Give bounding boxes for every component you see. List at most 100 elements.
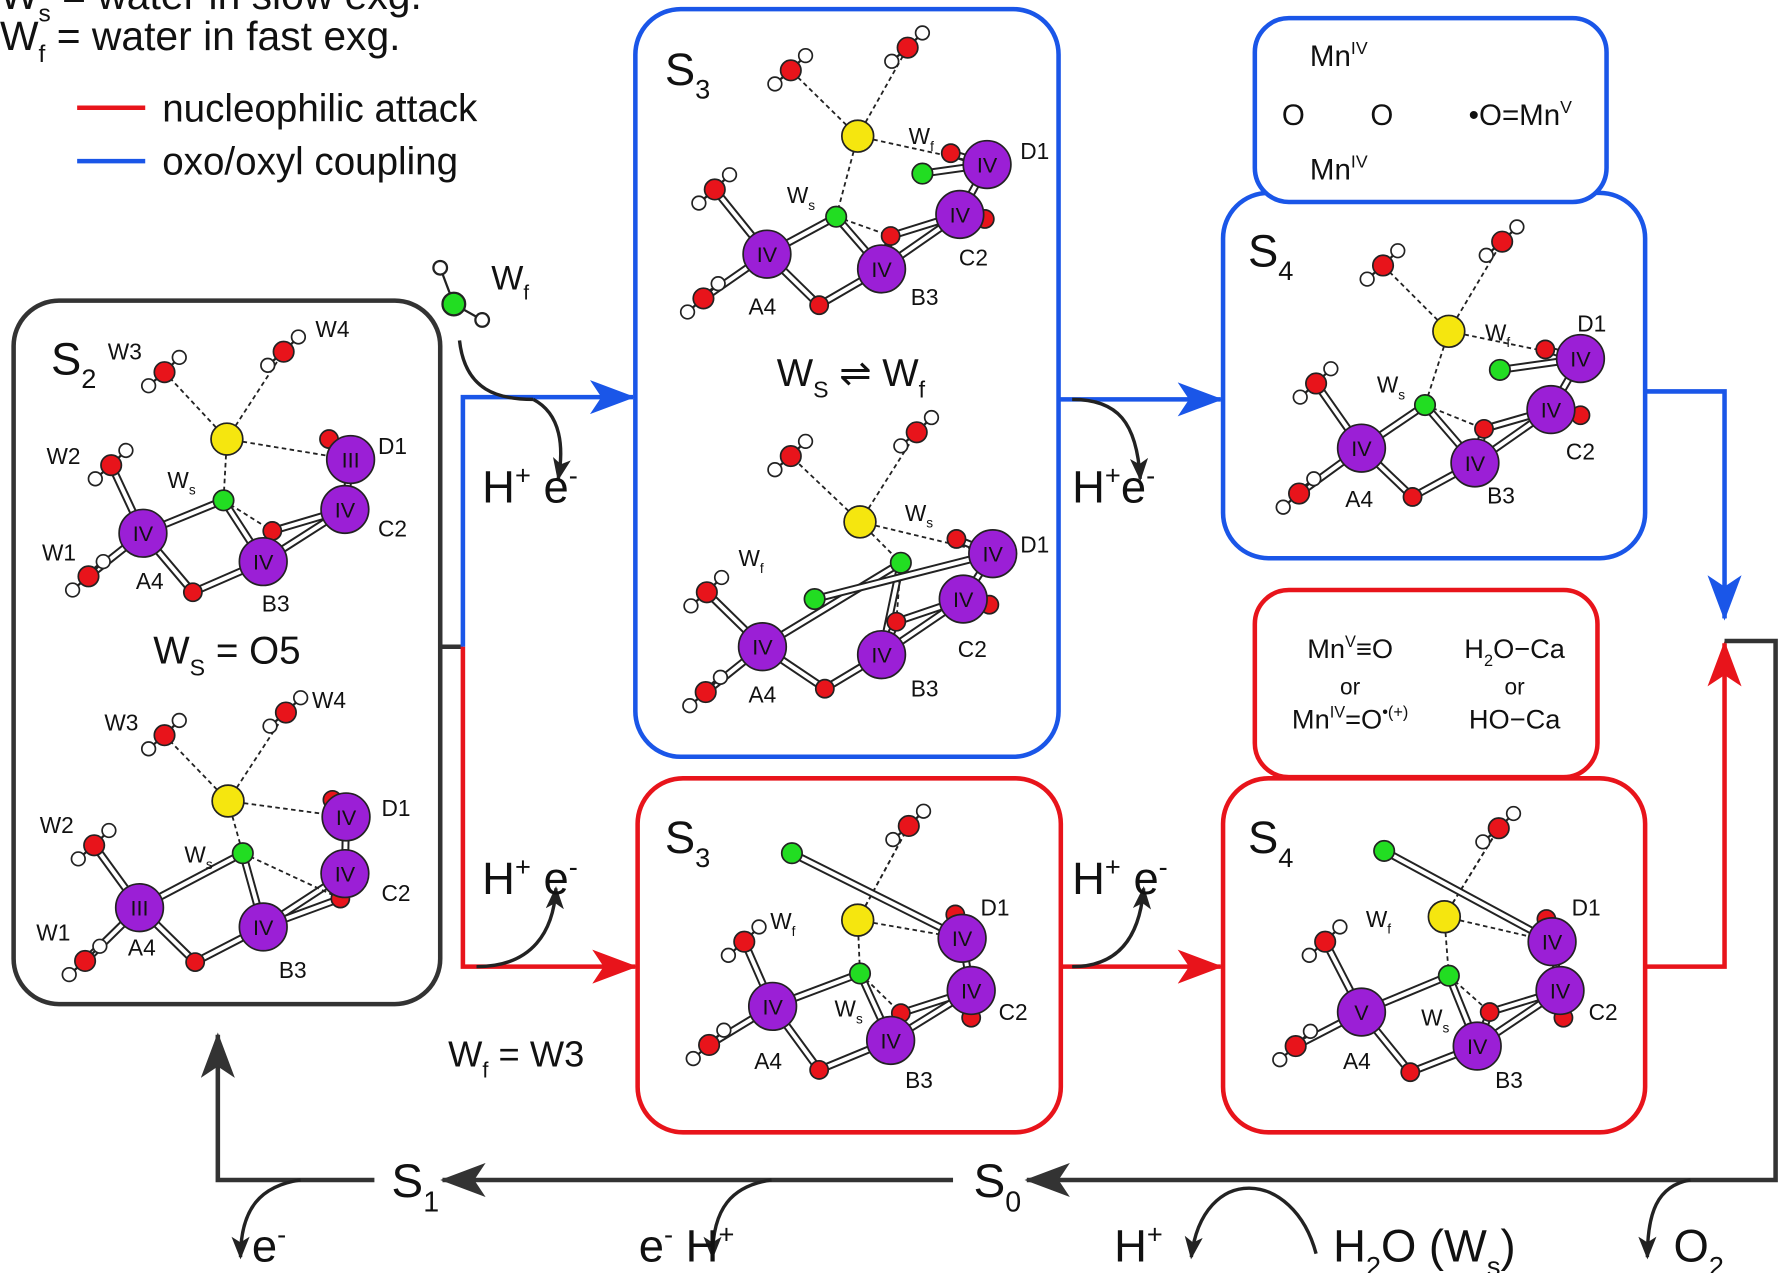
panel-box [1223, 778, 1645, 1132]
atom-label: A4 [1345, 486, 1373, 512]
atom-label: C2 [958, 636, 987, 662]
h-atom [142, 379, 156, 393]
mn-oxidation: IV [253, 550, 274, 575]
inset-text: O [1282, 99, 1305, 132]
h-atom [717, 1023, 731, 1037]
subscript: f [523, 283, 529, 305]
oxo-atom [1401, 1063, 1419, 1081]
h-atom [723, 168, 737, 182]
supscript: IV [1330, 704, 1346, 722]
oxo-atom [810, 296, 828, 314]
h-atom [1304, 1025, 1318, 1039]
mn-oxidation: IV [1467, 1034, 1488, 1059]
ca-atom [212, 785, 244, 817]
h-atom [93, 939, 107, 953]
wf-atom [782, 843, 802, 863]
curve [1191, 1188, 1316, 1257]
mn-oxidation: V [1354, 1000, 1369, 1025]
o-atom [695, 682, 715, 702]
atom-label: B3 [1495, 1067, 1523, 1093]
panel-box [638, 778, 1061, 1132]
atom-label: B3 [1487, 483, 1515, 509]
atom-label: B3 [911, 284, 939, 310]
mn-oxidation: IV [335, 862, 356, 887]
step-label: S1 [391, 1155, 439, 1218]
o-atom [78, 566, 98, 586]
o-atom [273, 342, 293, 362]
text-part: Mn [1292, 703, 1330, 734]
o-atom [699, 1035, 719, 1055]
h-atom [917, 804, 931, 818]
text-part: H [1072, 462, 1105, 513]
h-atom [886, 833, 900, 847]
text-part: W [835, 996, 857, 1022]
supscript: IV [1351, 151, 1368, 171]
atom-label: B3 [911, 676, 939, 702]
text-part: W [787, 182, 809, 208]
text-part: H [1114, 1221, 1147, 1272]
text-part: W [738, 545, 760, 571]
atom-label: C2 [1589, 999, 1618, 1025]
wf-atom [1374, 841, 1394, 861]
atom-label: D1 [1020, 532, 1049, 558]
wf-atom [912, 163, 932, 183]
wf-atom [1490, 360, 1510, 380]
text-part: e [531, 853, 569, 904]
h-atom [925, 411, 939, 425]
ca-atom [1428, 901, 1460, 933]
h-atom [1324, 362, 1338, 376]
oxo-atom [810, 1061, 828, 1079]
mn-oxidation: IV [961, 978, 982, 1003]
atom-label: W1 [36, 920, 70, 946]
atom-label: W1 [42, 539, 76, 565]
ca-atom [211, 423, 243, 455]
inset-text: HO−Ca [1469, 703, 1561, 734]
h-atom [1307, 472, 1321, 486]
text-part: Mn [1307, 633, 1345, 664]
h-atom [96, 555, 110, 569]
oxo-atom [1475, 420, 1493, 438]
mn-oxidation: IV [1465, 451, 1486, 476]
text-part: S [391, 1155, 423, 1208]
mn-oxidation: IV [757, 242, 778, 267]
text-part: W [1485, 319, 1507, 345]
h-atom [692, 196, 706, 210]
o-atom [75, 951, 95, 971]
supscript: - [664, 1218, 673, 1249]
step-label: H+e- [1072, 459, 1155, 512]
h-atom [142, 742, 156, 756]
legend-label: oxo/oxyl coupling [162, 141, 458, 184]
subscript: 3 [695, 74, 710, 105]
subscript: s [1487, 1250, 1501, 1273]
step-label: Wf [491, 259, 529, 304]
text-part: W [491, 259, 523, 297]
supscript: - [277, 1218, 286, 1249]
supscript: - [1146, 459, 1155, 490]
atom-label: D1 [378, 433, 407, 459]
subscript: f [1387, 922, 1391, 937]
atom-label: D1 [1572, 895, 1601, 921]
h-atom [1302, 949, 1316, 963]
h-atom [715, 571, 729, 585]
text-part: = O5 [205, 630, 300, 673]
supscript: - [1159, 851, 1168, 882]
text-part: W [1377, 372, 1399, 398]
oxo-atom [184, 583, 202, 601]
atom-label: A4 [128, 934, 156, 960]
ws-atom [213, 490, 233, 510]
text-part: S [51, 333, 81, 384]
mn-oxidation: IV [977, 152, 998, 177]
o-atom [899, 816, 919, 836]
step-label: H2O (Ws) [1333, 1221, 1516, 1273]
ws-atom [891, 553, 911, 573]
o-atom [781, 446, 801, 466]
text-part: = water in fast exg. [45, 13, 400, 59]
subscript: 1 [423, 1186, 439, 1218]
text-part: H [1333, 1221, 1366, 1272]
mn-oxidation: IV [952, 926, 973, 951]
ws-atom [1415, 395, 1435, 415]
ws-atom [826, 206, 846, 226]
text-part: S [665, 44, 695, 95]
h-atom [119, 444, 133, 458]
h-atom [172, 351, 186, 365]
